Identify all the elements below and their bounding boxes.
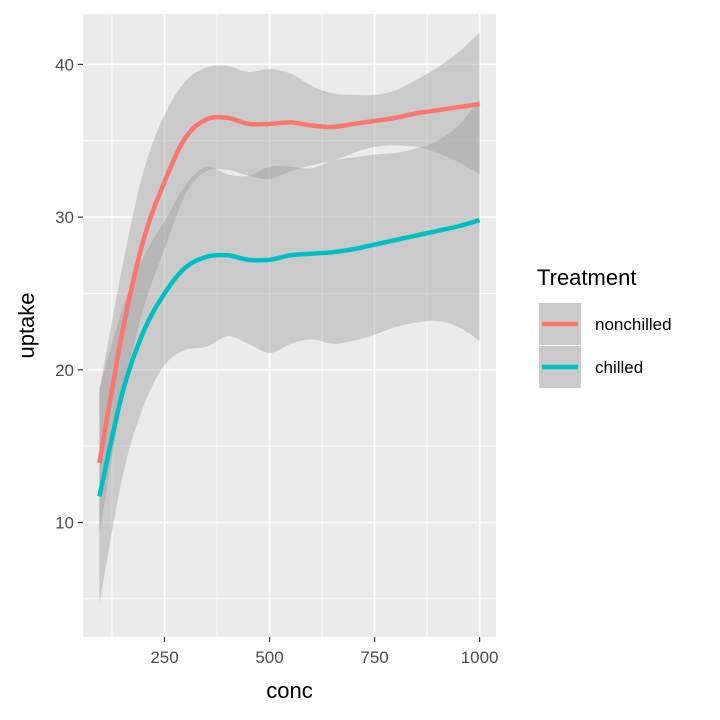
legend-title: Treatment	[537, 265, 636, 290]
ribbon-chilled	[99, 99, 480, 605]
y-axis: 10 20 30 40	[55, 55, 83, 532]
confidence-ribbons	[99, 32, 480, 605]
y-tick-label: 40	[55, 55, 74, 74]
ribbon-nonchilled	[99, 32, 480, 535]
y-tick-label: 10	[55, 513, 74, 532]
legend-label-nonchilled: nonchilled	[595, 315, 672, 334]
line-nonchilled	[97, 101, 480, 464]
smooth-lines	[97, 101, 481, 498]
legend: Treatment nonchilled chilled	[537, 265, 672, 388]
x-tick-label: 750	[360, 648, 388, 667]
major-gridlines	[83, 14, 496, 637]
line-chilled	[97, 217, 481, 498]
y-axis-title: uptake	[14, 292, 39, 358]
y-tick-label: 30	[55, 208, 74, 227]
x-tick-label: 500	[255, 648, 283, 667]
x-axis-title: conc	[266, 678, 312, 703]
x-tick-label: 250	[150, 648, 178, 667]
x-axis: 250 500 750 1000	[150, 637, 499, 667]
legend-label-chilled: chilled	[595, 358, 643, 377]
y-tick-label: 20	[55, 361, 74, 380]
x-tick-label: 1000	[461, 648, 499, 667]
